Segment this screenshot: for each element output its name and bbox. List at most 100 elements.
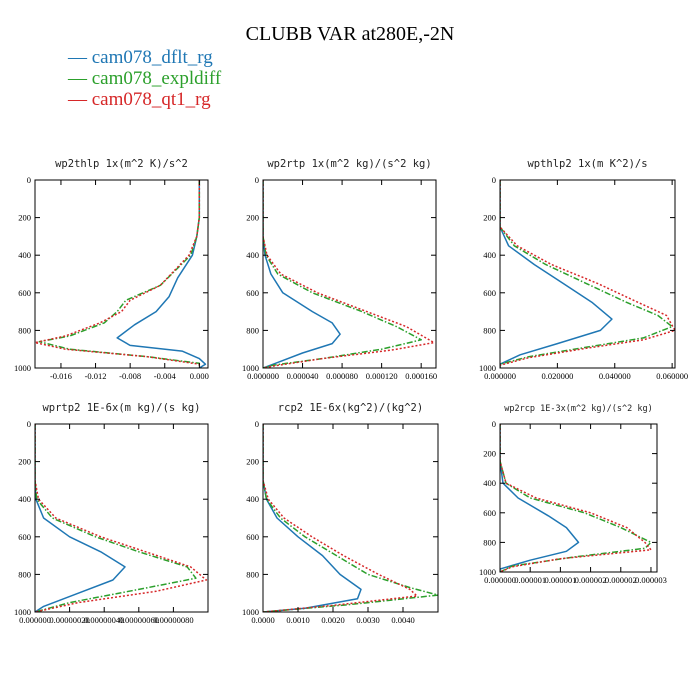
panel-title: wprtp2 1E-6x(m kg)/(s kg)	[42, 402, 200, 414]
series-line-cam078_qt1_rg	[500, 180, 675, 368]
y-tick-label: 1000	[242, 607, 259, 617]
y-tick-label: 200	[18, 213, 31, 223]
series-line-cam078_dflt_rg	[35, 424, 126, 612]
panel-3: wpthlp2 1x(m K^2)/s 0 200 400 600 800 10000.00…	[479, 158, 688, 381]
x-tick-label: -0.004	[154, 371, 177, 381]
x-tick-label: 0.0020	[321, 615, 344, 625]
x-tick-label: 0.000000	[484, 575, 516, 585]
y-tick-label: 800	[246, 569, 259, 579]
series-line-cam078_dflt_rg	[263, 180, 341, 368]
plot-frame	[34, 179, 209, 369]
y-tick-label: 0	[255, 419, 259, 429]
y-tick-label: 400	[483, 250, 496, 260]
panel-4: wprtp2 1E-6x(m kg)/(s kg) 0 200 400 600 800 10…	[14, 402, 209, 625]
series-line-cam078_dflt_rg	[263, 424, 362, 612]
y-tick-label: 0	[27, 419, 31, 429]
x-tick-label: 0.000000	[247, 371, 279, 381]
x-tick-label: 0.000001	[544, 575, 576, 585]
series-line-cam078_qt1_rg	[263, 424, 418, 612]
y-tick-label: 400	[246, 494, 259, 504]
y-tick-label: 800	[246, 325, 259, 335]
series-line-cam078_qt1_rg	[35, 424, 208, 612]
x-tick-label: 0.000000	[484, 371, 516, 381]
y-tick-label: 400	[246, 250, 259, 260]
y-tick-label: 600	[483, 508, 496, 518]
x-tick-label: 0.000002	[605, 575, 637, 585]
y-tick-label: 800	[483, 325, 496, 335]
y-tick-label: 400	[18, 250, 31, 260]
series-line-cam078_dflt_rg	[116, 180, 207, 368]
x-tick-label: -0.016	[50, 371, 72, 381]
y-tick-label: 200	[246, 457, 259, 467]
y-tick-label: 600	[483, 288, 496, 298]
panel-6: wp2rcp 1E-3x(m^2 kg)/(s^2 kg) 0 200 400 600 8…	[479, 404, 667, 585]
y-tick-label: 200	[483, 213, 496, 223]
panel-title: wpthlp2 1x(m K^2)/s	[527, 158, 647, 170]
x-tick-label: 0.00000020	[49, 615, 89, 625]
y-tick-label: 1000	[242, 363, 259, 373]
y-tick-label: 800	[18, 569, 31, 579]
x-tick-label: -0.012	[85, 371, 107, 381]
legend-entry-3: — cam078_qt1_rg	[67, 89, 211, 110]
panel-1: wp2thlp 1x(m^2 K)/s^2 0 200 400 600 800 1000 -0…	[14, 158, 209, 381]
x-tick-label: 0.0000	[251, 615, 274, 625]
panel-title: wp2thlp 1x(m^2 K)/s^2	[55, 158, 188, 170]
x-tick-label: 0.00000040	[84, 615, 124, 625]
y-tick-label: 800	[18, 325, 31, 335]
series-line-cam078_expldiff	[263, 180, 422, 368]
x-tick-label: -0.008	[119, 371, 141, 381]
y-tick-label: 1000	[14, 607, 31, 617]
y-tick-label: 0	[255, 175, 259, 185]
x-tick-label: 0.0010	[286, 615, 309, 625]
y-tick-label: 0	[492, 175, 496, 185]
y-tick-label: 400	[483, 478, 496, 488]
plot-frame	[34, 423, 209, 613]
plot-frame	[499, 179, 676, 369]
x-tick-label: 0.0030	[356, 615, 379, 625]
panel-2: wp2rtp 1x(m^2 kg)/(s^2 kg) 0 200 400 600 800 1…	[242, 158, 437, 381]
y-tick-label: 200	[18, 457, 31, 467]
y-tick-label: 0	[492, 419, 496, 429]
x-tick-label: 0.000080	[326, 371, 358, 381]
y-tick-label: 800	[483, 537, 496, 547]
panel-title: wp2rtp 1x(m^2 kg)/(s^2 kg)	[267, 158, 431, 170]
series-line-cam078_qt1_rg	[500, 424, 652, 572]
plot-frame	[499, 423, 658, 573]
plot-frame	[262, 179, 437, 369]
legend: — cam078_dflt_rg — cam078_expldiff — cam…	[67, 47, 222, 110]
x-tick-label: 0.020000	[541, 371, 573, 381]
x-tick-label: 0.000000	[19, 615, 51, 625]
series-line-cam078_qt1_rg	[263, 180, 435, 368]
x-tick-label: 0.000160	[405, 371, 437, 381]
series-line-cam078_expldiff	[263, 424, 438, 612]
x-tick-label: 0.000003	[635, 575, 667, 585]
panel-5: rcp2 1E-6x(kg^2)/(kg^2) 0 200 400 600 800 1000…	[242, 402, 439, 625]
legend-entry-1: — cam078_dflt_rg	[67, 47, 213, 68]
y-tick-label: 400	[18, 494, 31, 504]
y-tick-label: 1000	[479, 567, 496, 577]
y-tick-label: 600	[18, 532, 31, 542]
x-tick-label: 0.040000	[599, 371, 631, 381]
series-line-cam078_expldiff	[38, 180, 201, 368]
x-tick-label: 0.000	[190, 371, 209, 381]
series-line-cam078_expldiff	[500, 180, 673, 368]
y-tick-label: 1000	[479, 363, 496, 373]
plot-frame	[262, 423, 439, 613]
y-tick-label: 600	[246, 288, 259, 298]
y-tick-label: 600	[246, 532, 259, 542]
x-tick-label: 0.00000060	[119, 615, 159, 625]
x-tick-label: 0.000040	[287, 371, 319, 381]
series-line-cam078_expldiff	[35, 424, 197, 612]
series-line-cam078_expldiff	[500, 424, 652, 572]
legend-entry-2: — cam078_expldiff	[67, 68, 222, 89]
x-tick-label: 0.00000080	[153, 615, 193, 625]
series-line-cam078_dflt_rg	[500, 424, 580, 572]
x-tick-label: 0.000120	[366, 371, 398, 381]
x-tick-label: 0.060000	[656, 371, 688, 381]
y-tick-label: 200	[246, 213, 259, 223]
figure-title: CLUBB VAR at280E,-2N	[246, 23, 455, 45]
y-tick-label: 600	[18, 288, 31, 298]
y-tick-label: 1000	[14, 363, 31, 373]
panels: wp2thlp 1x(m^2 K)/s^2 0 200 400 600 800 1000 -0…	[14, 158, 688, 625]
